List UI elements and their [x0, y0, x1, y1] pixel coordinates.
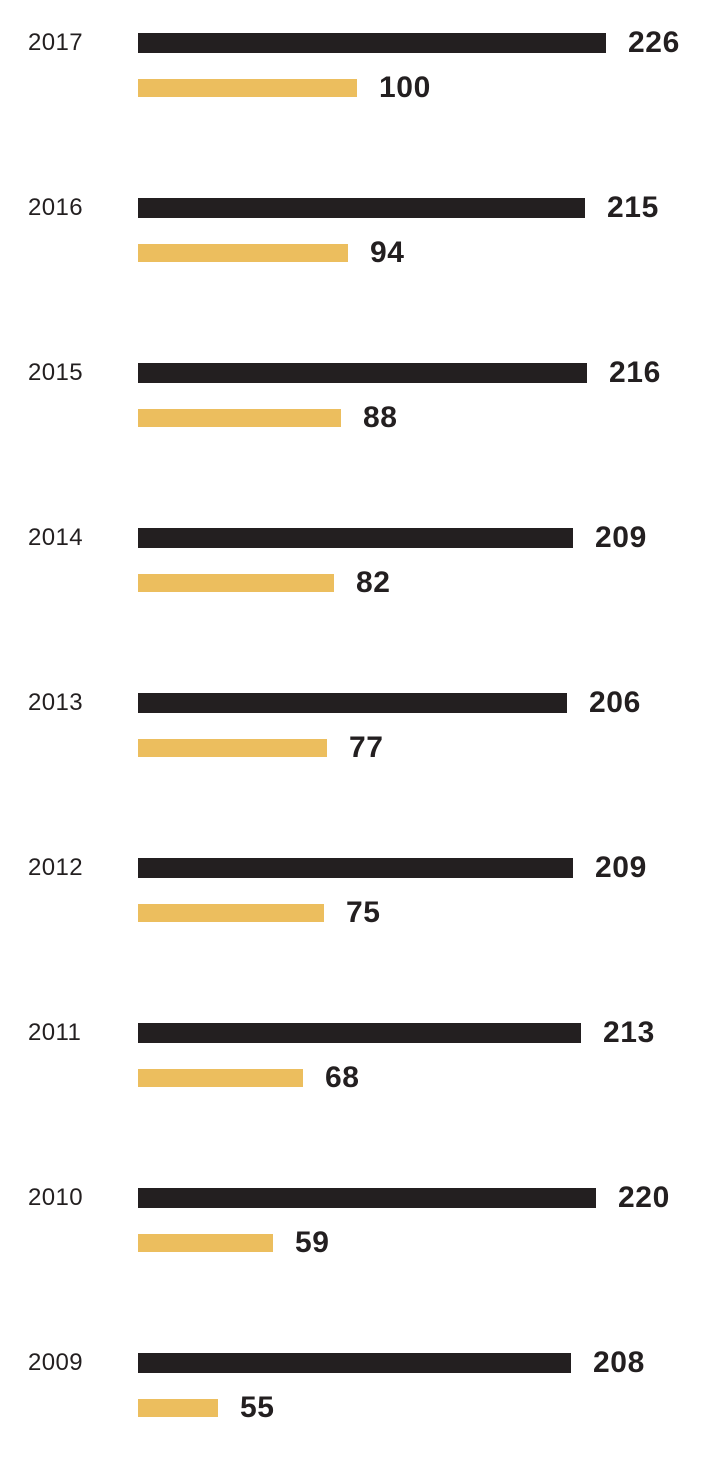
year-label: 2016 — [28, 194, 83, 221]
primary-value-label: 226 — [628, 26, 680, 59]
primary-bar-line: 216 — [138, 356, 719, 389]
bar-group: 226 100 — [138, 26, 719, 104]
bar-group: 220 59 — [138, 1181, 719, 1259]
bar-group: 209 82 — [138, 521, 719, 599]
chart-row: 2017 226 100 — [0, 26, 719, 104]
secondary-bar — [138, 574, 334, 592]
secondary-bar-line: 68 — [138, 1061, 719, 1094]
primary-bar-line: 220 — [138, 1181, 719, 1214]
secondary-bar-line: 100 — [138, 71, 719, 104]
chart-row: 2013 206 77 — [0, 686, 719, 764]
chart-rows: 2017 226 100 2016 215 94 2015 216 88 2014 209 82 201… — [0, 26, 719, 1424]
secondary-bar — [138, 79, 357, 97]
year-label: 2009 — [28, 1349, 83, 1376]
chart-row: 2014 209 82 — [0, 521, 719, 599]
primary-bar — [138, 1023, 581, 1043]
secondary-value-label: 100 — [379, 71, 431, 104]
secondary-bar — [138, 739, 327, 757]
secondary-bar — [138, 244, 348, 262]
primary-bar-line: 209 — [138, 851, 719, 884]
primary-bar-line: 226 — [138, 26, 719, 59]
bar-group: 216 88 — [138, 356, 719, 434]
primary-value-label: 209 — [595, 521, 647, 554]
year-label: 2012 — [28, 854, 83, 881]
chart-row: 2010 220 59 — [0, 1181, 719, 1259]
secondary-bar-line: 82 — [138, 566, 719, 599]
chart-row: 2009 208 55 — [0, 1346, 719, 1424]
secondary-value-label: 82 — [356, 566, 391, 599]
primary-value-label: 213 — [603, 1016, 655, 1049]
primary-bar — [138, 1353, 571, 1373]
primary-bar — [138, 528, 573, 548]
primary-bar-line: 208 — [138, 1346, 719, 1379]
secondary-value-label: 68 — [325, 1061, 360, 1094]
secondary-value-label: 94 — [370, 236, 405, 269]
primary-bar-line: 215 — [138, 191, 719, 224]
secondary-bar-line: 88 — [138, 401, 719, 434]
bar-group: 209 75 — [138, 851, 719, 929]
year-label: 2017 — [28, 29, 83, 56]
primary-value-label: 216 — [609, 356, 661, 389]
secondary-bar-line: 94 — [138, 236, 719, 269]
secondary-value-label: 59 — [295, 1226, 330, 1259]
primary-bar — [138, 33, 606, 53]
primary-value-label: 215 — [607, 191, 659, 224]
year-label: 2015 — [28, 359, 83, 386]
bar-group: 215 94 — [138, 191, 719, 269]
year-label: 2011 — [28, 1019, 82, 1046]
bar-chart: 2017 226 100 2016 215 94 2015 216 88 2014 209 82 201… — [0, 26, 719, 1424]
bar-group: 213 68 — [138, 1016, 719, 1094]
secondary-bar-line: 75 — [138, 896, 719, 929]
primary-value-label: 209 — [595, 851, 647, 884]
primary-bar-line: 209 — [138, 521, 719, 554]
secondary-bar-line: 77 — [138, 731, 719, 764]
year-label: 2013 — [28, 689, 83, 716]
year-label: 2010 — [28, 1184, 83, 1211]
primary-bar — [138, 693, 567, 713]
secondary-bar — [138, 1234, 273, 1252]
secondary-bar — [138, 1069, 303, 1087]
primary-bar — [138, 858, 573, 878]
primary-value-label: 208 — [593, 1346, 645, 1379]
chart-row: 2015 216 88 — [0, 356, 719, 434]
primary-bar — [138, 363, 587, 383]
year-label: 2014 — [28, 524, 83, 551]
secondary-value-label: 75 — [346, 896, 381, 929]
chart-row: 2011 213 68 — [0, 1016, 719, 1094]
bar-group: 208 55 — [138, 1346, 719, 1424]
secondary-value-label: 55 — [240, 1391, 275, 1424]
secondary-value-label: 88 — [363, 401, 398, 434]
chart-row: 2012 209 75 — [0, 851, 719, 929]
primary-bar — [138, 1188, 596, 1208]
chart-row: 2016 215 94 — [0, 191, 719, 269]
secondary-bar-line: 59 — [138, 1226, 719, 1259]
bar-group: 206 77 — [138, 686, 719, 764]
primary-value-label: 206 — [589, 686, 641, 719]
secondary-bar — [138, 1399, 218, 1417]
secondary-bar — [138, 904, 324, 922]
primary-bar-line: 213 — [138, 1016, 719, 1049]
primary-bar — [138, 198, 585, 218]
secondary-bar-line: 55 — [138, 1391, 719, 1424]
primary-bar-line: 206 — [138, 686, 719, 719]
primary-value-label: 220 — [618, 1181, 670, 1214]
secondary-bar — [138, 409, 341, 427]
secondary-value-label: 77 — [349, 731, 384, 764]
